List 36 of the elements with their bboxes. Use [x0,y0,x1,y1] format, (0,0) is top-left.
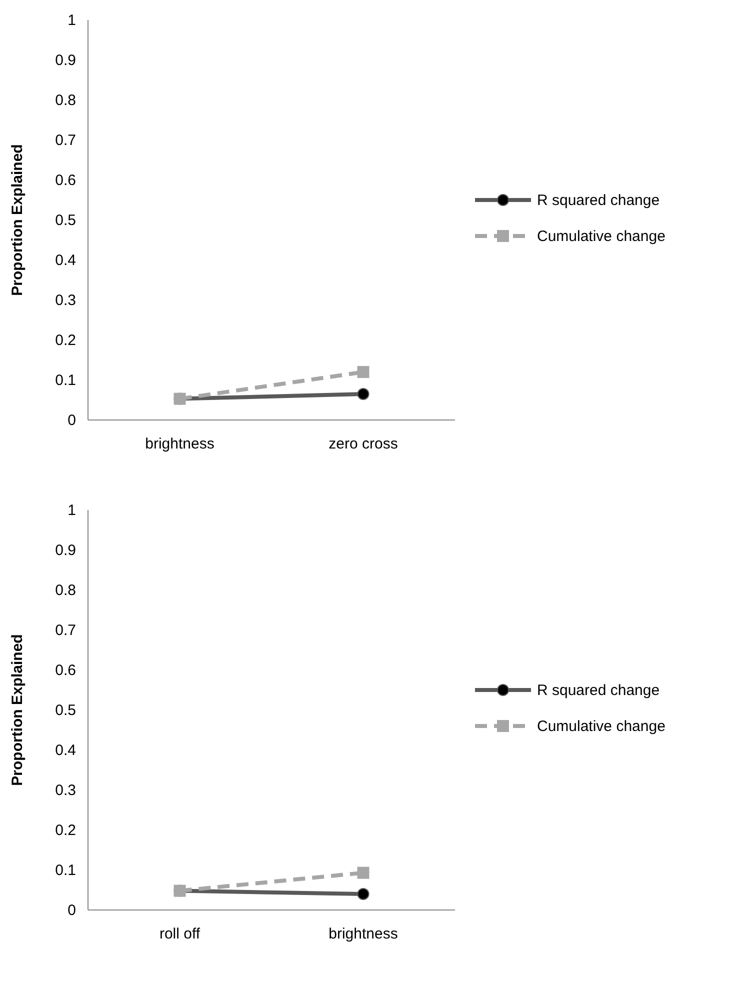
point [357,366,370,378]
y-tick-label: 0.5 [55,212,76,229]
y-tick-label: 0.9 [55,52,76,69]
y-tick-label: 0.9 [55,542,76,559]
y-tick-label: 1 [68,12,76,29]
x-tick-label: roll off [159,926,201,943]
x-tick-label: brightness [328,926,398,943]
y-tick-label: 0.2 [55,332,76,349]
point [357,888,370,900]
point [357,388,370,400]
y-tick-label: 0.1 [55,372,76,389]
legend-label: R squared change [537,192,660,209]
y-tick-label: 0.6 [55,172,76,189]
y-axis-title: Proportion Explained [9,144,26,296]
y-tick-label: 0.2 [55,822,76,839]
y-tick-label: 0.3 [55,782,76,799]
y-tick-label: 0.7 [55,132,76,149]
y-tick-label: 0.4 [55,252,76,269]
y-tick-label: 0.3 [55,292,76,309]
y-tick-label: 0.7 [55,622,76,639]
legend-label: Cumulative change [537,718,666,735]
x-tick-label: brightness [145,436,214,453]
legend-label: R squared change [537,682,660,699]
point [357,866,370,879]
legend-label: Cumulative change [537,228,666,245]
y-tick-label: 0.6 [55,662,76,679]
y-tick-label: 0 [68,902,76,919]
y-tick-label: 0.1 [55,862,76,879]
y-tick-label: 0 [68,412,76,429]
y-axis-title: Proportion Explained [9,634,26,786]
x-tick-label: zero cross [328,436,398,453]
y-tick-label: 0.8 [55,92,76,109]
y-tick-label: 1 [68,502,76,519]
y-tick-label: 0.8 [55,582,76,599]
y-tick-label: 0.4 [55,742,76,759]
y-tick-label: 0.5 [55,702,76,719]
